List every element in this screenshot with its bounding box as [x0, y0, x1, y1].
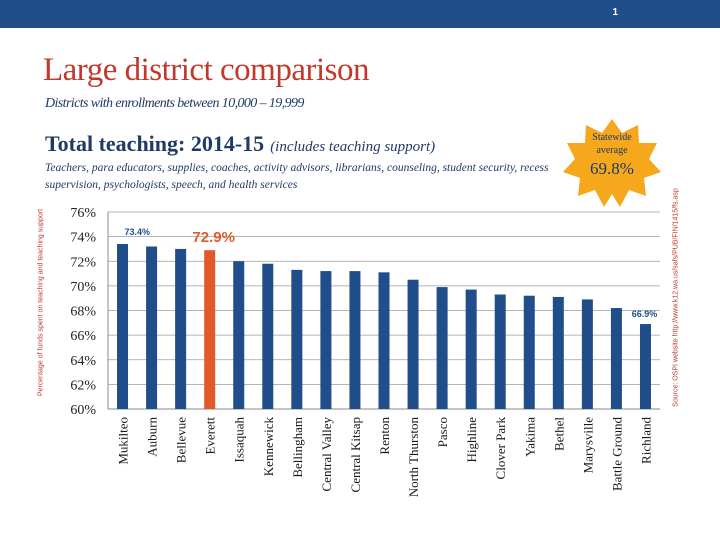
x-tick-label: Bellevue — [174, 417, 189, 463]
x-tick-label: North Thurston — [406, 417, 421, 498]
x-tick-label: Kennewick — [261, 417, 276, 477]
callout-line2: average — [596, 145, 628, 156]
section-heading-main: Total teaching: 2014-15 — [45, 131, 265, 156]
bar-everett — [204, 250, 216, 409]
page-subtitle: Districts with enrollments between 10,00… — [45, 96, 304, 111]
slide-number: 1 — [612, 7, 618, 18]
x-tick-label: Highline — [464, 417, 479, 463]
data-label: 66.9% — [632, 309, 658, 319]
bar-issaquah — [233, 261, 245, 409]
y-tick-label: 60% — [70, 403, 96, 418]
data-label: 73.4% — [125, 227, 151, 237]
bar-battle-ground — [610, 308, 622, 409]
bar-bethel — [552, 296, 564, 409]
x-tick-label: Central Valley — [319, 417, 334, 492]
bar-renton — [378, 272, 390, 409]
x-tick-label: Mukilteo — [116, 417, 131, 465]
bar-clover-park — [494, 294, 506, 409]
x-tick-label: Battle Ground — [609, 417, 624, 492]
bar-yakima — [523, 295, 535, 409]
x-tick-label: Marysville — [580, 417, 595, 474]
x-tick-label: Clover Park — [493, 417, 508, 480]
callout-line1: Statewide — [592, 132, 632, 143]
x-tick-label: Yakima — [522, 417, 537, 457]
page-title: Large district comparison — [43, 52, 369, 88]
x-tick-label: Auburn — [145, 417, 160, 457]
x-tick-label: Richland — [638, 417, 653, 464]
top-bar: 1 — [0, 0, 720, 28]
bar-north-thurston — [407, 279, 419, 409]
bar-bellevue — [175, 248, 187, 409]
y-tick-label: 70% — [70, 280, 96, 295]
x-tick-label: Renton — [377, 417, 392, 455]
bar-marysville — [581, 299, 593, 409]
star-burst-icon — [563, 119, 661, 207]
callout-value: 69.8% — [590, 159, 634, 178]
bar-kennewick — [262, 263, 274, 409]
y-tick-label: 64% — [70, 354, 96, 369]
y-tick-label: 74% — [70, 231, 96, 246]
bar-pasco — [436, 287, 448, 409]
x-tick-label: Bellingham — [290, 417, 305, 478]
section-description: Teachers, para educators, supplies, coac… — [45, 162, 549, 191]
y-tick-label: 66% — [70, 329, 96, 344]
bar-central-kitsap — [349, 271, 361, 409]
section-heading: Total teaching: 2014-15 (includes teachin… — [45, 131, 435, 157]
bar-highline — [465, 289, 477, 409]
y-tick-label: 76% — [70, 206, 96, 221]
y-tick-label: 72% — [70, 255, 96, 270]
bar-central-valley — [320, 271, 332, 409]
statewide-average-callout: Statewide average 69.8% — [562, 118, 662, 208]
y-tick-label: 68% — [70, 305, 96, 320]
x-tick-label: Pasco — [435, 417, 450, 447]
y-tick-label: 62% — [70, 378, 96, 393]
bar-bellingham — [291, 269, 303, 409]
x-tick-label: Bethel — [551, 417, 566, 451]
x-tick-label: Issaquah — [232, 417, 247, 463]
bar-auburn — [146, 246, 158, 409]
bar-richland — [639, 324, 651, 409]
x-tick-label: Everett — [203, 417, 218, 455]
data-label: 72.9% — [192, 229, 235, 246]
bar-mukilteo — [117, 244, 129, 409]
x-tick-label: Central Kitsap — [348, 417, 363, 492]
section-heading-note: (includes teaching support) — [270, 139, 436, 155]
